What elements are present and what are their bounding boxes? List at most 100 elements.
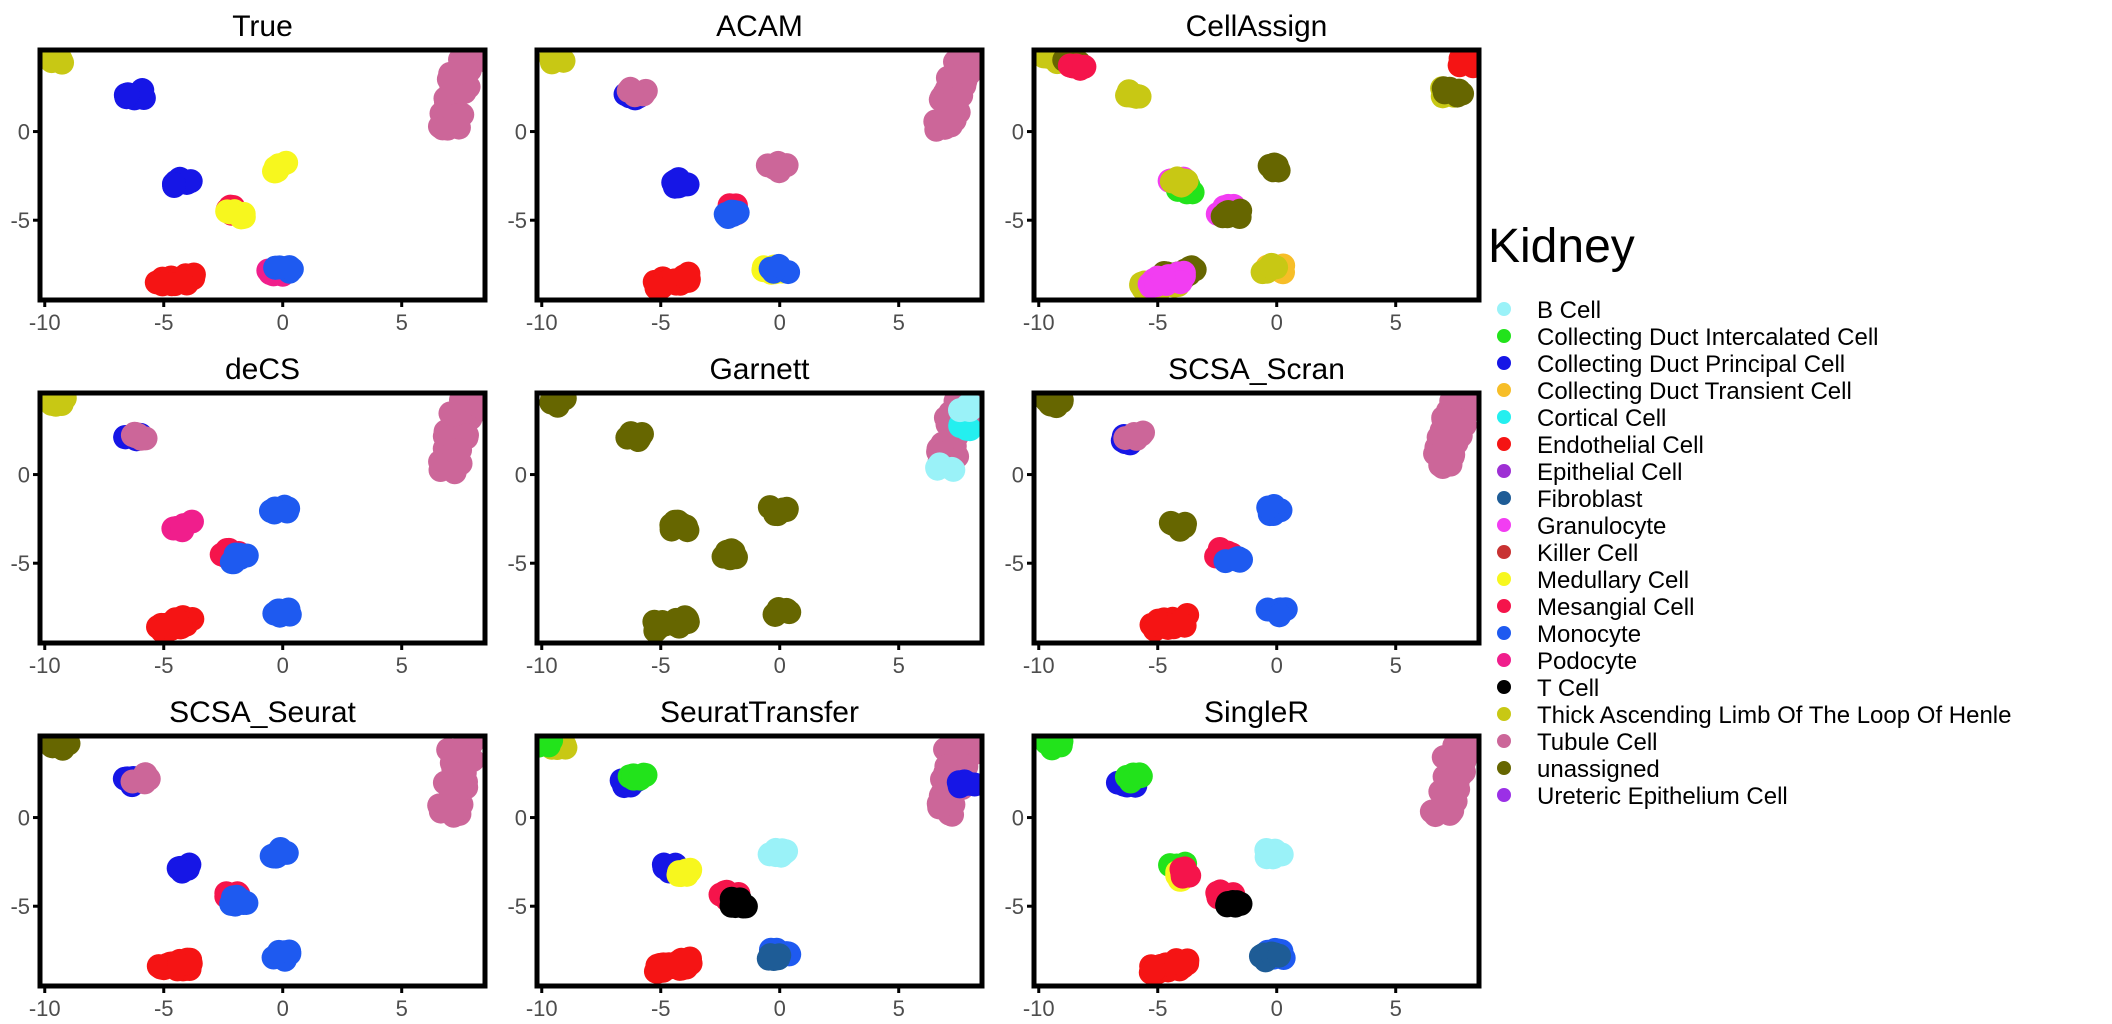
cell-point [766,253,791,278]
scatter-points [538,50,982,300]
legend-entry: Fibroblast [1497,486,1643,513]
cell-point [1049,736,1074,754]
legend-entry: Endothelial Cell [1497,432,1704,459]
cell-point [50,50,75,75]
x-tick-label: 0 [774,653,786,678]
cell-point [1173,860,1198,885]
x-tick-label: -5 [1148,996,1168,1021]
cell-point [672,264,697,289]
x-tick-label: -5 [1148,653,1168,678]
x-tick-label: -10 [29,996,61,1021]
legend-label: Tubule Cell [1537,729,1658,756]
legend-label: Medullary Cell [1537,567,1689,594]
legend-label: Collecting Duct Intercalated Cell [1537,324,1879,351]
panel-title: deCS [225,353,300,386]
cell-point [1436,749,1461,774]
legend-entry: Podocyte [1497,648,1637,675]
cell-point [772,840,797,865]
x-tick-label: -10 [29,310,61,335]
cell-point [432,770,457,795]
legend-swatch [1497,545,1511,559]
cell-point [1129,422,1154,447]
cell-point [718,546,743,571]
legend-label: B Cell [1537,297,1601,324]
y-tick-label: -5 [1004,208,1024,233]
cell-point [644,276,669,300]
cell-point [161,171,186,196]
cell-point [1142,957,1167,982]
x-tick-label: -10 [526,653,558,678]
x-tick-label: 0 [774,310,786,335]
legend-swatch [1497,572,1511,586]
legend-entry: Collecting Duct Principal Cell [1497,351,1845,378]
cell-point [949,83,974,108]
panel: SCSA_Scran -10 -5 0 5 0 -5 [1004,353,1482,678]
legend-swatch [1497,734,1511,748]
panel-title: ACAM [716,10,803,43]
y-tick-label: -5 [507,551,527,576]
cell-point [1256,495,1281,520]
x-tick-label: 5 [893,310,905,335]
cell-point [1223,547,1248,572]
cell-point [231,204,256,229]
legend-label: Endothelial Cell [1537,432,1704,459]
cell-point [1072,54,1097,79]
x-tick-label: 5 [1390,996,1402,1021]
cell-point [159,272,184,297]
legend-label: Cortical Cell [1537,405,1666,432]
x-tick-label: 5 [396,996,408,1021]
cell-point [170,859,195,884]
y-tick-label: -5 [10,551,30,576]
y-tick-label: 0 [1012,806,1024,831]
cell-point [675,609,700,634]
x-tick-label: -5 [651,996,671,1021]
legend-swatch [1497,356,1511,370]
legend-swatch [1497,518,1511,532]
scatter-points [1034,393,1479,642]
cell-point [766,597,791,622]
cell-point [539,736,564,753]
cell-point [766,151,791,176]
cell-point [476,50,485,74]
panel-title: SingleR [1204,696,1309,729]
legend-entry: Ureteric Epithelium Cell [1497,783,1788,810]
cell-point [1262,152,1287,177]
panel: CellAssign -10 -5 0 5 0 -5 [1004,10,1482,335]
x-tick-label: -5 [1148,310,1168,335]
legend-swatch [1497,437,1511,451]
x-tick-label: 0 [277,996,289,1021]
cell-point [1431,407,1456,432]
cell-point [1267,603,1292,628]
cell-point [452,760,477,785]
panel-border [37,733,488,989]
cell-point [1460,393,1479,413]
cell-point [129,426,154,451]
cell-point [674,862,699,887]
y-tick-label: 0 [1012,463,1024,488]
cell-point [115,82,140,107]
scatter-points [1034,736,1479,985]
legend-entry: Epithelial Cell [1497,459,1682,486]
panel-border [1031,47,1482,303]
panel-border [1031,733,1482,989]
cell-point [1452,413,1477,438]
legend-label: Granulocyte [1537,513,1666,540]
legend-label: Collecting Duct Principal Cell [1537,351,1845,378]
legend-swatch [1497,302,1511,316]
x-tick-label: -10 [1023,310,1055,335]
legend-label: T Cell [1537,675,1599,702]
legend-swatch [1497,410,1511,424]
cell-point [1438,800,1463,825]
cell-point [1445,83,1470,108]
scatter-points [40,736,485,982]
cell-point [540,50,565,69]
cell-point [49,393,74,416]
panels-layer: True -10 -5 0 5 0 -5 ACAM -10 -5 0 5 0 -5 CellAssign -1… [10,10,1482,1021]
legend-swatch [1497,599,1511,613]
cell-point [223,892,248,917]
legend-label: Collecting Duct Transient Cell [1537,378,1852,405]
x-tick-label: -5 [154,310,174,335]
legend-swatch [1497,383,1511,397]
x-tick-label: -10 [526,996,558,1021]
x-tick-label: 0 [277,310,289,335]
